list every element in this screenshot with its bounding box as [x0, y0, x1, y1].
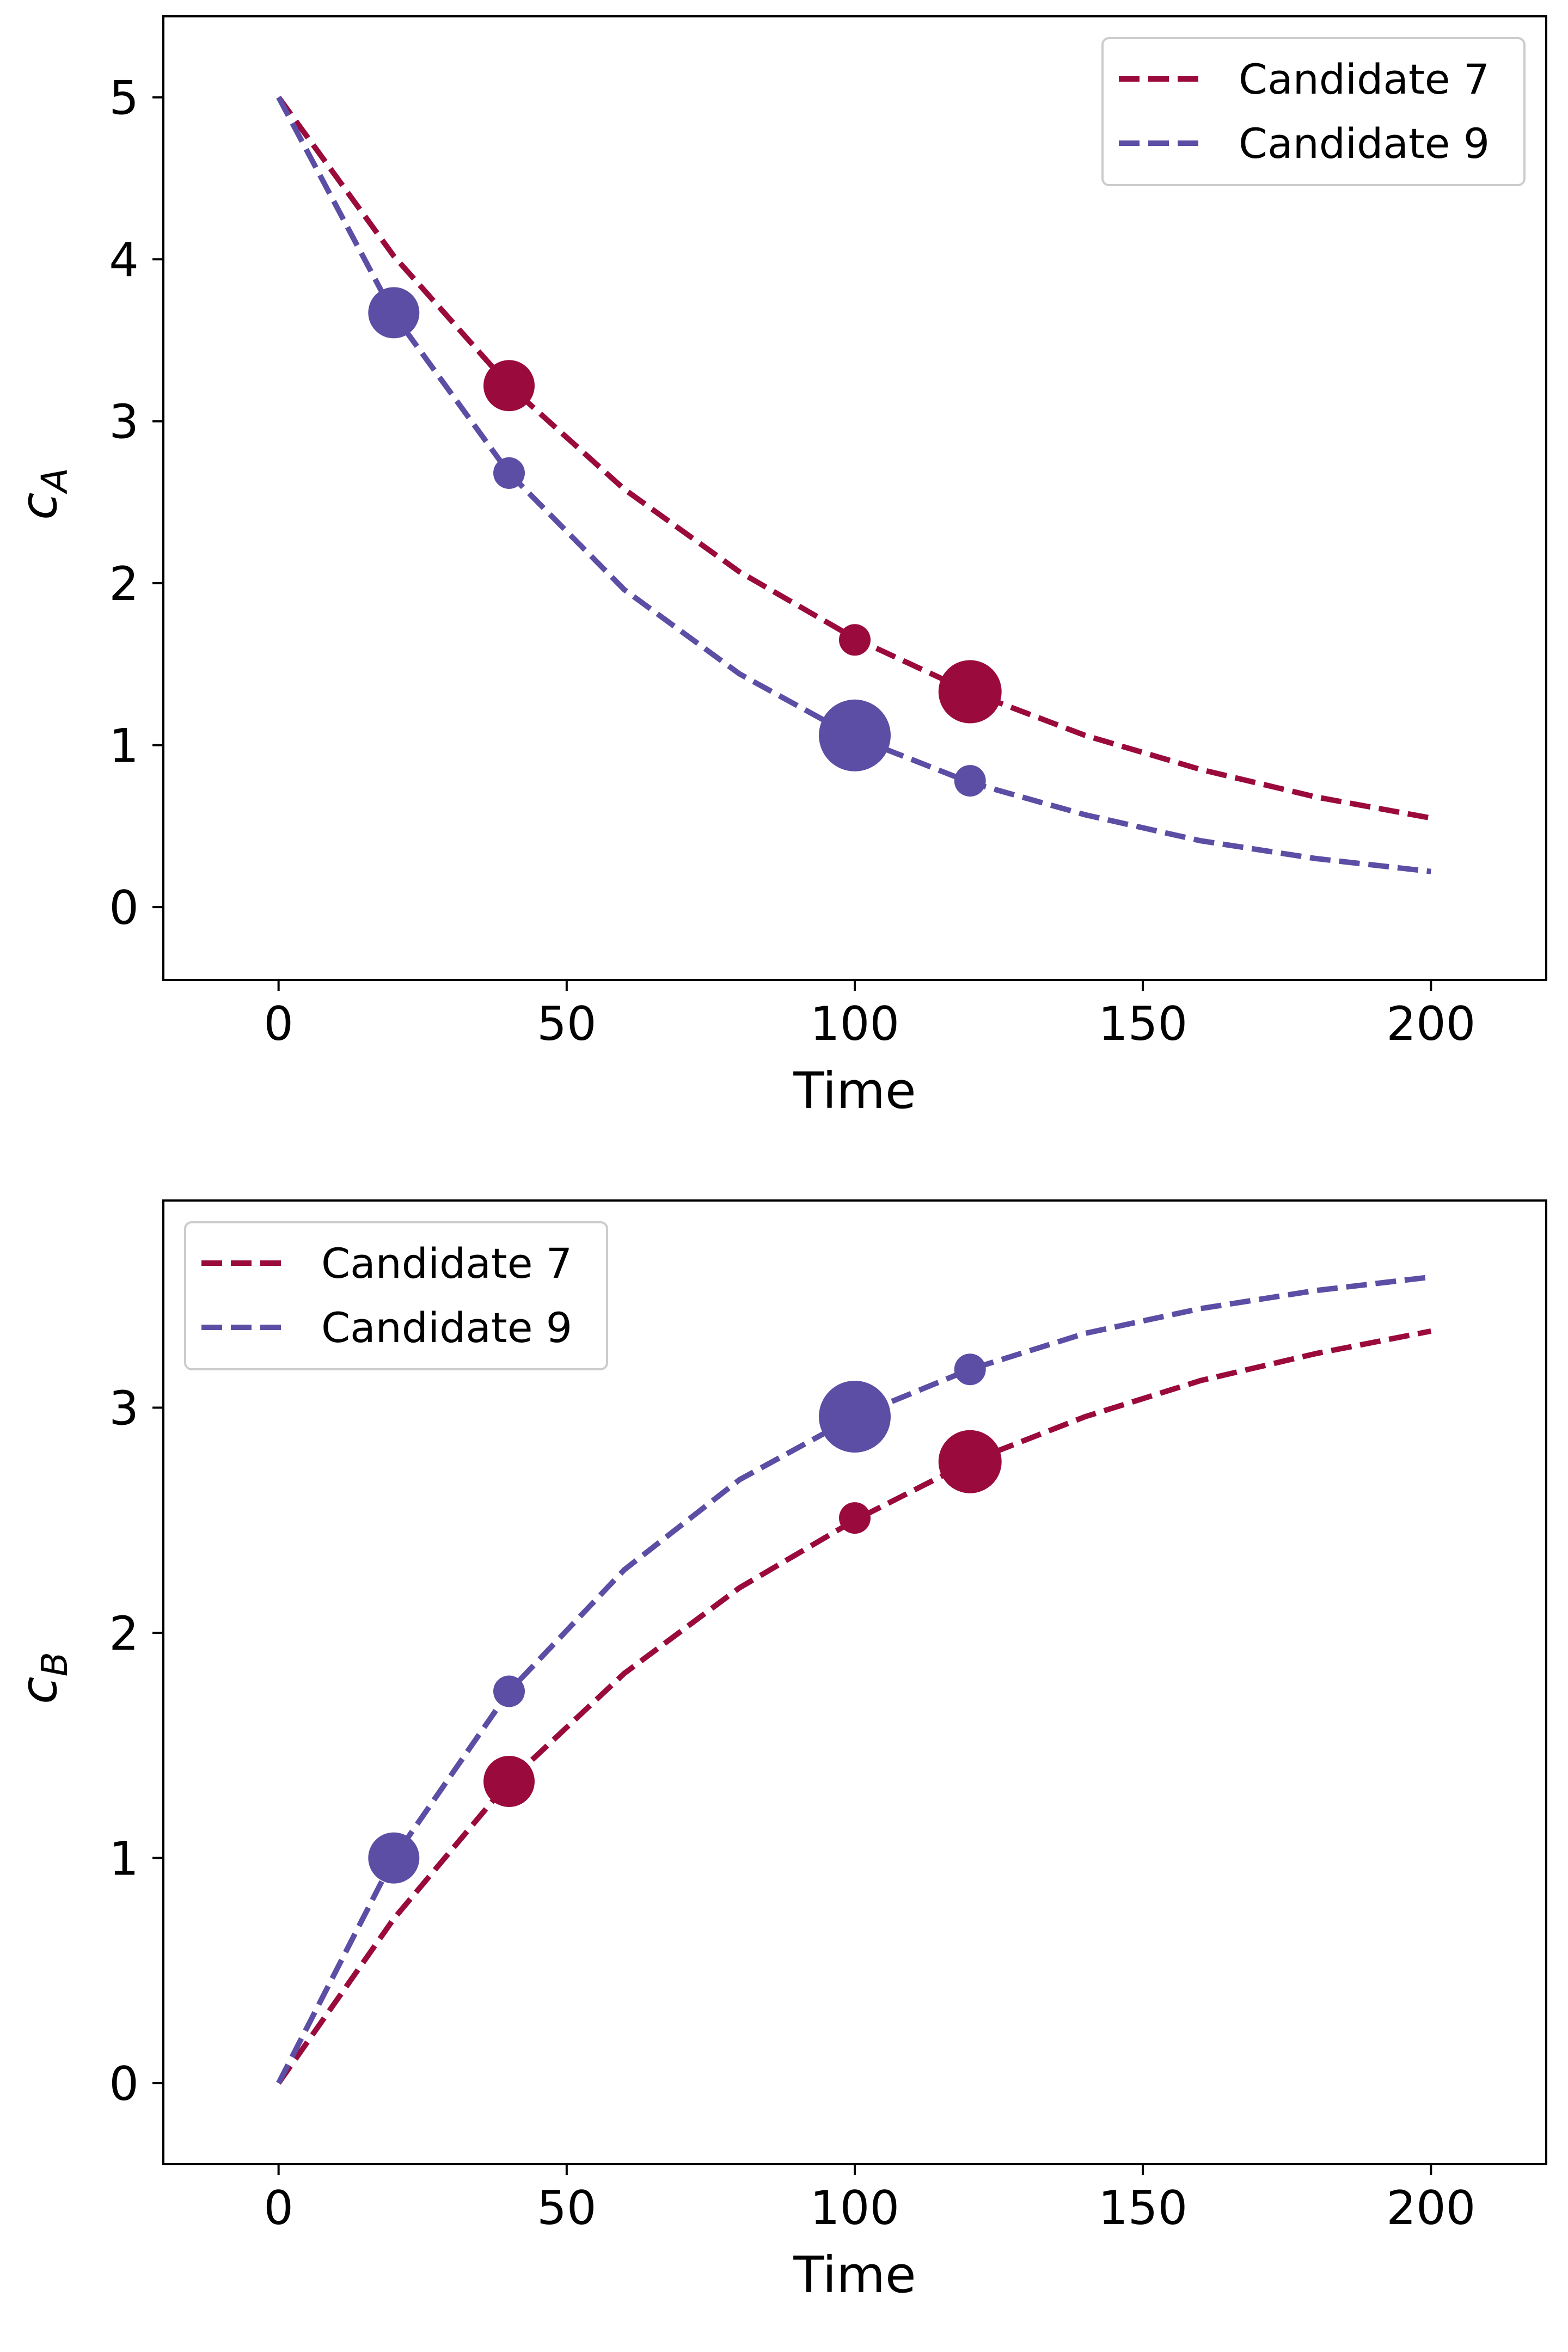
series-line-2	[276, 96, 1431, 874]
y-tick-label: 0	[109, 2057, 139, 2111]
legend-box	[1101, 37, 1526, 186]
y-tick-label: 5	[109, 71, 139, 126]
panel-ca: 0 50 100 150 200 0 1 2 3 4 5 Time cA Candidate 7 Candi…	[10, 15, 1547, 1120]
data-point-2	[839, 1502, 871, 1534]
y-axis-label-sub: A	[34, 468, 76, 494]
y-axis-label: cA	[10, 468, 76, 520]
y-tick-label: 0	[109, 881, 139, 935]
data-point-4	[368, 287, 420, 339]
x-axis-label: Time	[793, 1062, 916, 1120]
legend-box	[184, 1221, 608, 1370]
x-axis-label: Time	[793, 2246, 916, 2304]
x-tick-label: 200	[1386, 2181, 1475, 2235]
legend-label-1: Candidate 7	[321, 1239, 572, 1288]
x-tick-label: 150	[1098, 2181, 1187, 2235]
y-axis-label-main: c	[10, 492, 68, 520]
data-point-2	[839, 624, 871, 656]
x-tick-label: 200	[1386, 997, 1475, 1051]
y-tick-label: 2	[109, 1607, 139, 1661]
y-tick-label: 2	[109, 557, 139, 611]
data-point-5	[493, 457, 525, 489]
legend-label-2: Candidate 9	[321, 1303, 572, 1352]
data-point-1	[483, 1756, 535, 1807]
y-tick-label: 3	[109, 1381, 139, 1436]
data-point-4	[368, 1832, 420, 1884]
x-tick-label: 0	[264, 997, 293, 1051]
data-point-5	[493, 1675, 525, 1707]
data-point-7	[954, 765, 986, 797]
y-tick-label: 3	[109, 395, 139, 450]
y-tick-label: 1	[109, 1832, 139, 1886]
x-tick-label: 50	[537, 2181, 596, 2235]
y-axis-label-sub: B	[34, 1652, 76, 1676]
y-axis-label: cB	[10, 1652, 76, 1704]
panel-cb: 0 50 100 150 200 0 1 2 3 Time cB Candidate 7 Candida…	[10, 1199, 1547, 2304]
data-point-1	[483, 360, 535, 412]
legend-label-2: Candidate 9	[1239, 119, 1490, 168]
x-tick-label: 150	[1098, 997, 1187, 1051]
data-point-3	[938, 1430, 1002, 1493]
x-tick-label: 100	[810, 997, 899, 1051]
x-tick-label: 0	[264, 2181, 293, 2235]
data-point-3	[938, 660, 1002, 724]
legend-label-1: Candidate 7	[1239, 55, 1490, 103]
data-point-7	[954, 1353, 986, 1386]
x-tick-label: 100	[810, 2181, 899, 2235]
data-point-6	[819, 699, 891, 771]
y-tick-label: 1	[109, 719, 139, 774]
x-tick-label: 50	[537, 997, 596, 1051]
data-point-6	[819, 1381, 891, 1453]
y-tick-label: 4	[109, 233, 139, 287]
y-axis-label-main: c	[10, 1676, 68, 1704]
